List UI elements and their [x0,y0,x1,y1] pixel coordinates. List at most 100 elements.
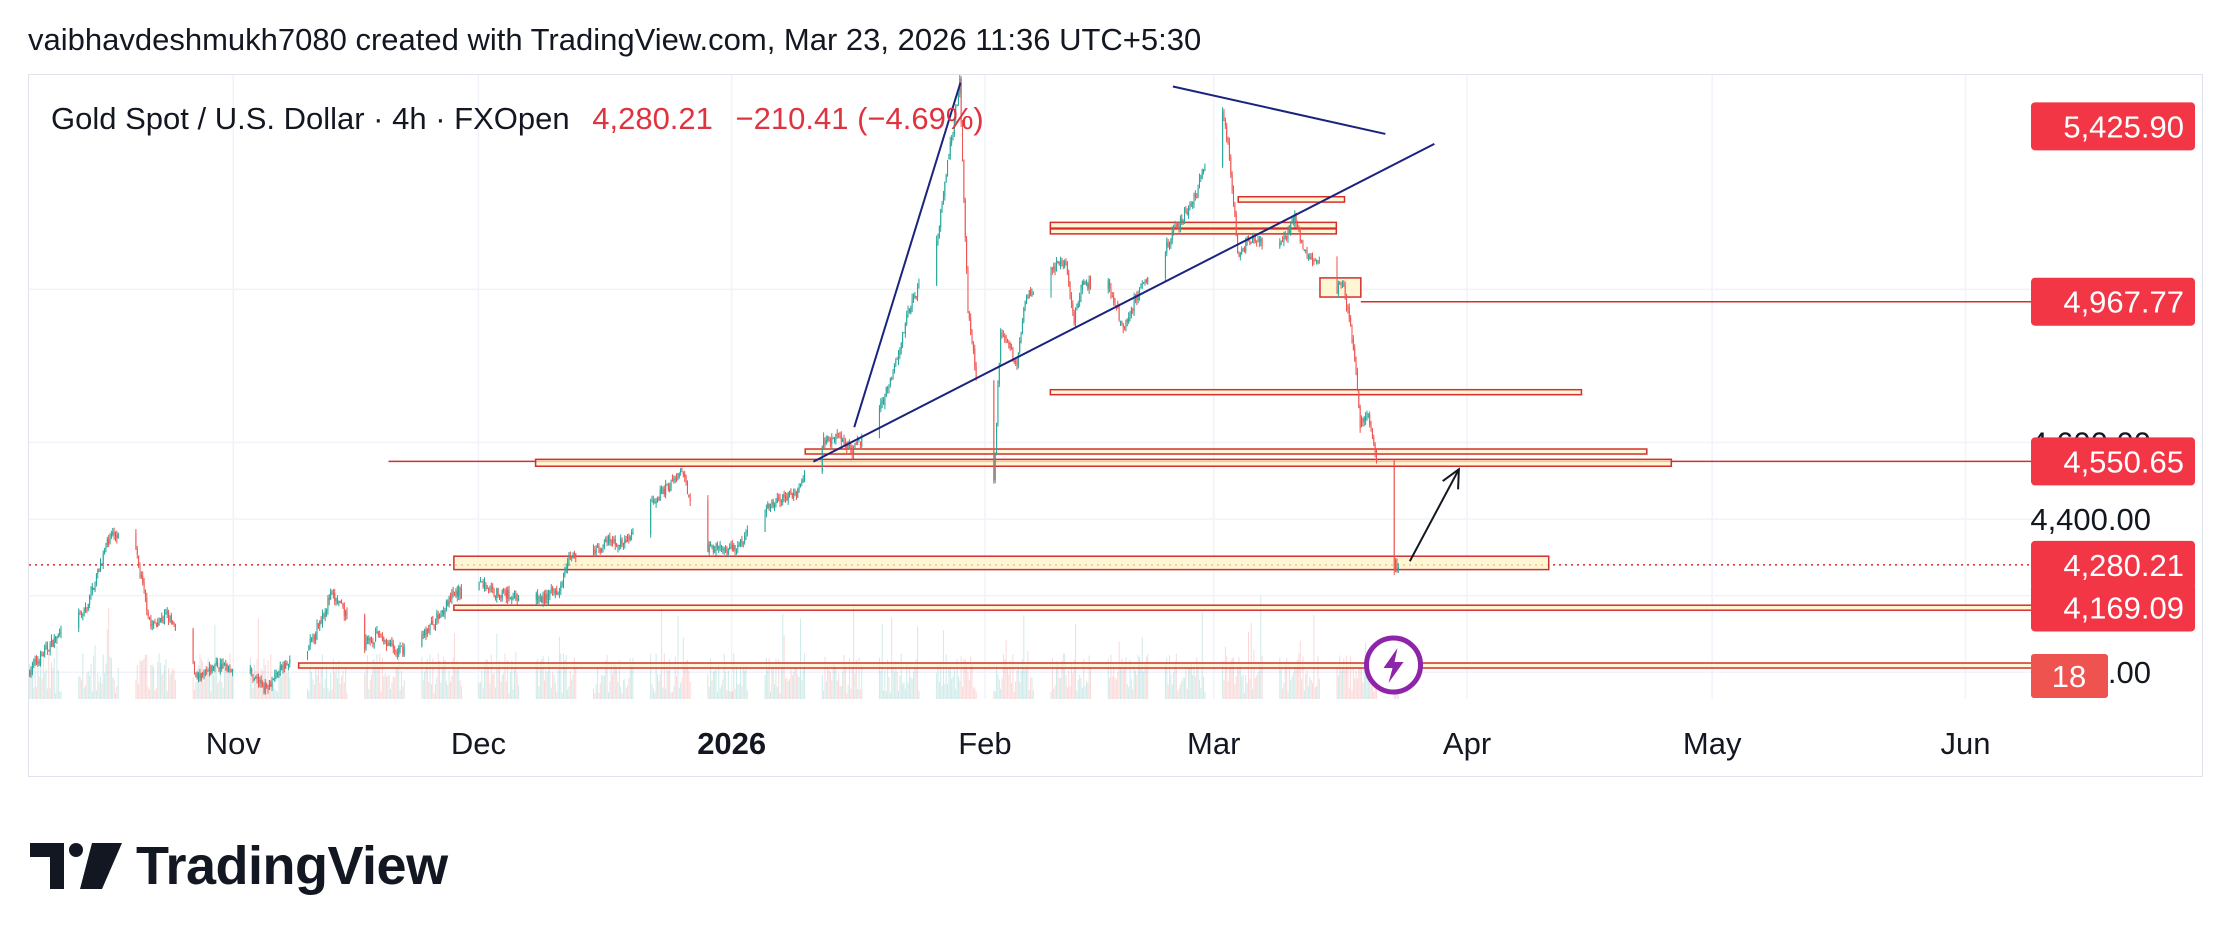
volume-bar [443,656,445,699]
volume-bar [380,691,382,699]
volume-bar [859,689,861,699]
candle-body [843,439,845,445]
volume-bar [34,656,36,699]
candle-body [59,632,61,634]
candle-body [1031,292,1033,297]
candle-body [896,359,898,361]
volume-bar [1253,649,1255,699]
volume-bar [109,656,111,699]
volume-bar [335,663,337,699]
volume-bar [1050,691,1052,699]
volume-bar [548,656,550,699]
candle-body [1073,312,1075,324]
price-tag-label: 4,967.77 [2063,285,2184,320]
candle-body [106,539,108,545]
candle-body [1249,241,1251,245]
volume-bar [211,668,213,699]
volume-bar [575,668,577,699]
candle-body [850,444,852,449]
candle-body [1130,308,1132,316]
volume-bar [499,660,501,699]
candle-body [669,487,671,492]
time-axis-label: Jun [1940,726,1990,761]
volume-bar [914,667,916,699]
volume-bar [1313,614,1315,699]
symbol-legend[interactable]: Gold Spot / U.S. Dollar · 4h · FXOpen 4,… [51,101,984,137]
volume-bar [1283,683,1285,699]
volume-bar [1239,665,1241,699]
candle-body [204,672,206,674]
volume-bar [155,687,157,699]
volume-bar [1030,677,1032,699]
candle-body [844,442,846,444]
candlestick-series[interactable] [29,75,1399,695]
volume-bar [518,685,520,699]
volume-bar [996,664,998,699]
candle-body [267,687,269,690]
volume-bar [1312,682,1314,699]
volume-bar [339,683,341,699]
candle-body [1006,338,1008,342]
volume-bar [1186,688,1188,699]
candle-body [174,624,176,631]
volume-bar [435,683,437,699]
volume-bar [998,679,1000,699]
volume-bar [631,664,633,699]
volume-bar [949,665,951,699]
volume-bar [537,659,539,699]
volume-bar [789,678,791,699]
candle-body [1352,338,1354,349]
candle-body [1238,253,1240,256]
candle-body [1166,242,1168,254]
candle-body [790,489,792,494]
candle-body [541,597,543,603]
candle-body [720,545,722,551]
candle-body [1298,227,1300,232]
time-axis[interactable]: Nov Dec 2026 Feb Mar Apr May Jun [206,726,1991,761]
volume-bar [605,660,607,699]
volume-bar [1286,657,1288,699]
volume-bar [112,677,114,699]
event-marker[interactable] [1364,635,1424,695]
candle-body [368,638,370,640]
volume-bar [445,681,447,699]
zone-rectangles[interactable] [297,195,2040,669]
candle-body [1350,318,1352,326]
candle-body [57,634,59,637]
trendlines[interactable] [812,82,1435,463]
candle-body [168,612,170,621]
candle-body [942,196,944,202]
volume-bar [1026,665,1028,699]
volume-bar [1055,661,1057,699]
candle-body [1050,266,1052,293]
candle-body [1075,311,1077,324]
projection-arrow[interactable] [1408,467,1460,562]
candle-body [283,664,285,669]
volume-bar [336,678,338,699]
chart-panel[interactable]: 5,000.004,600.004,400.004,200.004,000.00… [28,74,2203,777]
candle-body [1064,261,1066,267]
volume-bar [1203,676,1205,699]
volume-bar [321,654,323,699]
candle-body [829,440,831,443]
candle-body [568,555,570,562]
candle-body [338,601,340,603]
candle-body [798,486,800,490]
candle-body [727,549,729,555]
volume-bar [403,680,405,699]
candle-body [1313,260,1315,262]
volume-bar [680,682,682,699]
candle-body [725,548,727,552]
candle-body [341,602,343,604]
volume-bar [546,672,548,699]
volume-bar [1110,654,1112,699]
price-tag-bg [2031,102,2195,151]
volume-bar [1128,687,1130,699]
volume-bar [959,680,961,699]
volume-bar [1252,688,1254,699]
candle-body [272,679,274,681]
candle-body [1145,279,1147,283]
price-chart[interactable]: 5,000.004,600.004,400.004,200.004,000.00… [29,75,2204,778]
tradingview-logo[interactable]: TradingView [30,836,448,896]
candle-body [1358,391,1360,408]
